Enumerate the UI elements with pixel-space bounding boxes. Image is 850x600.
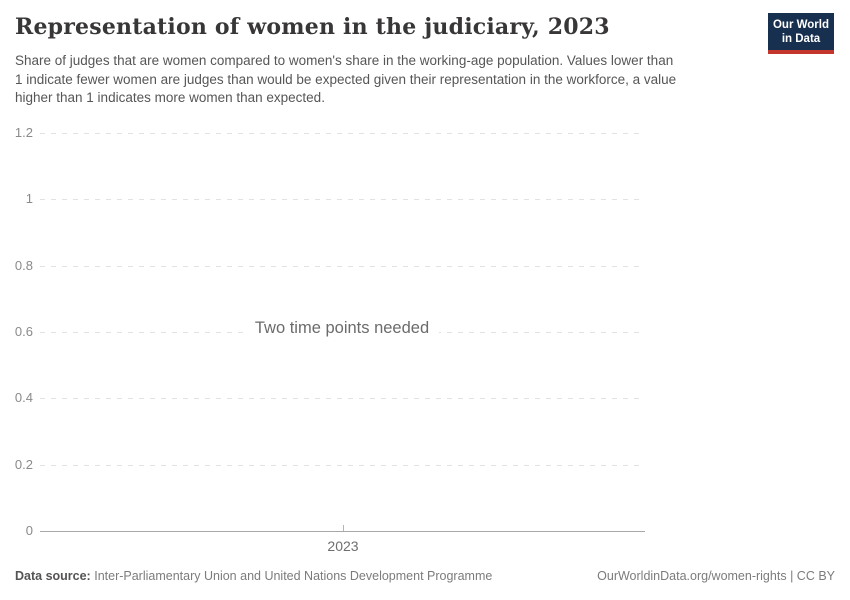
chart-title: Representation of women in the judiciary… [15, 14, 610, 40]
x-axis-line [40, 531, 645, 532]
footer-credits: OurWorldinData.org/women-rights | CC BY [597, 569, 835, 583]
y-gridline [40, 199, 645, 200]
data-source: Data source: Inter-Parliamentary Union a… [15, 569, 492, 583]
data-source-label: Data source: [15, 569, 91, 583]
subtitle-line-3: higher than 1 indicates more women than … [15, 90, 325, 105]
owid-logo[interactable]: Our World in Data [768, 13, 834, 54]
owid-logo-line-1: Our World [772, 19, 829, 31]
y-axis-tick-label: 0.8 [14, 258, 33, 273]
y-axis-tick-label: 0.6 [14, 324, 33, 339]
y-axis-tick-label: 1 [25, 191, 33, 206]
y-gridline [40, 266, 645, 267]
subtitle-line-2: 1 indicate fewer women are judges than w… [15, 71, 677, 87]
owid-url-link[interactable]: OurWorldinData.org/women-rights [597, 569, 787, 583]
empty-chart-message: Two time points needed [244, 319, 440, 338]
y-axis-tick-label: 0 [25, 523, 33, 538]
owid-logo-text: Our World in Data [768, 13, 834, 50]
y-gridline [40, 465, 645, 466]
y-axis-tick-label: 0.4 [14, 390, 33, 405]
x-axis-tick-label: 2023 [327, 538, 359, 554]
owid-logo-accent-bar [768, 50, 834, 54]
data-source-value: Inter-Parliamentary Union and United Nat… [94, 569, 493, 583]
owid-logo-line-2: in Data [781, 33, 821, 45]
footer-separator: | [790, 569, 794, 583]
y-gridline [40, 398, 645, 399]
subtitle-line-1: Share of judges that are women compared … [15, 53, 674, 68]
y-gridline [40, 133, 645, 134]
y-axis-tick-label: 0.2 [14, 457, 33, 472]
license-label: CC BY [796, 569, 835, 583]
x-axis-tick-mark [343, 525, 344, 531]
y-axis-tick-label: 1.2 [14, 125, 33, 140]
chart-subtitle: Share of judges that are women compared … [15, 52, 760, 108]
